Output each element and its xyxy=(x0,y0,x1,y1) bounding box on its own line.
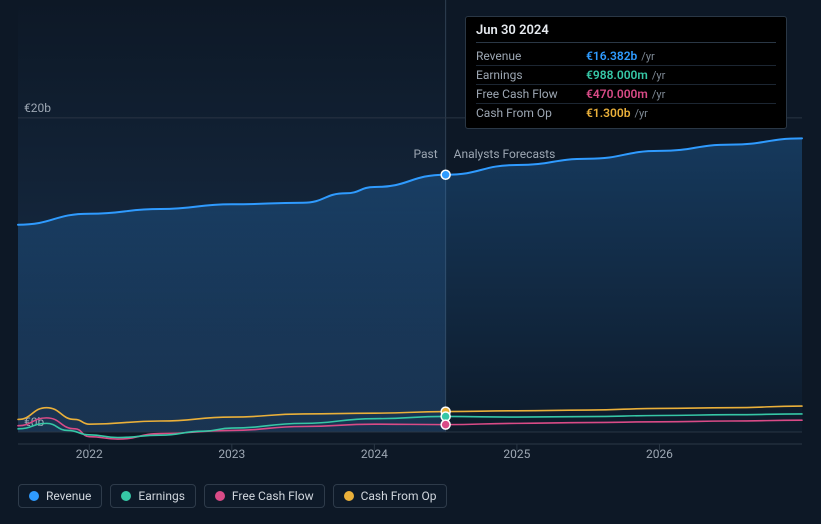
tooltip-metric-label: Free Cash Flow xyxy=(476,87,586,101)
svg-text:Analysts Forecasts: Analysts Forecasts xyxy=(454,147,556,161)
legend-chip-freeCashFlow[interactable]: Free Cash Flow xyxy=(204,484,325,508)
tooltip-unit: /yr xyxy=(652,88,665,101)
legend-swatch xyxy=(344,491,354,501)
tooltip-unit: /yr xyxy=(641,50,654,63)
svg-text:Past: Past xyxy=(413,147,437,161)
legend-chip-revenue[interactable]: Revenue xyxy=(18,484,102,508)
svg-text:2022: 2022 xyxy=(76,447,103,461)
legend-swatch xyxy=(121,491,131,501)
tooltip-unit: /yr xyxy=(652,69,665,82)
svg-text:€20b: €20b xyxy=(24,101,51,115)
tooltip-unit: /yr xyxy=(634,107,647,120)
tooltip-metric-label: Cash From Op xyxy=(476,106,586,120)
tooltip-row: Cash From Op€1.300b/yr xyxy=(476,103,776,122)
tooltip-metric-value: €1.300b xyxy=(586,106,630,120)
legend-label: Revenue xyxy=(46,489,91,503)
svg-text:2025: 2025 xyxy=(503,447,530,461)
legend-label: Cash From Op xyxy=(361,489,437,503)
tooltip-metric-value: €988.000m xyxy=(586,68,648,82)
legend-label: Earnings xyxy=(138,489,185,503)
tooltip-metric-label: Revenue xyxy=(476,49,586,63)
svg-text:2024: 2024 xyxy=(361,447,388,461)
earnings-revenue-chart: €0b€20b20222023202420252026PastAnalysts … xyxy=(0,0,821,524)
legend-label: Free Cash Flow xyxy=(232,489,314,503)
tooltip-row: Free Cash Flow€470.000m/yr xyxy=(476,84,776,103)
legend: Revenue Earnings Free Cash Flow Cash From O… xyxy=(18,484,447,508)
legend-swatch xyxy=(29,491,39,501)
legend-swatch xyxy=(215,491,225,501)
tooltip-row: Revenue€16.382b/yr xyxy=(476,47,776,65)
tooltip-metric-value: €16.382b xyxy=(586,49,637,63)
hover-tooltip: Jun 30 2024 Revenue€16.382b/yrEarnings€9… xyxy=(465,16,787,129)
tooltip-metric-value: €470.000m xyxy=(586,87,648,101)
legend-chip-cashFromOp[interactable]: Cash From Op xyxy=(333,484,448,508)
svg-text:2026: 2026 xyxy=(646,447,673,461)
tooltip-row: Earnings€988.000m/yr xyxy=(476,65,776,84)
tooltip-date: Jun 30 2024 xyxy=(476,23,776,43)
tooltip-metric-label: Earnings xyxy=(476,68,586,82)
legend-chip-earnings[interactable]: Earnings xyxy=(110,484,196,508)
svg-text:2023: 2023 xyxy=(218,447,245,461)
